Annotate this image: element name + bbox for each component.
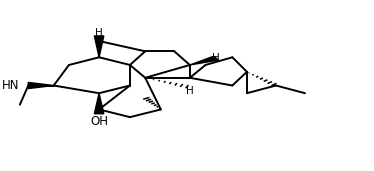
Polygon shape: [94, 93, 104, 114]
Text: H: H: [95, 28, 103, 38]
Polygon shape: [28, 82, 54, 89]
Polygon shape: [190, 56, 218, 65]
Text: HN: HN: [2, 79, 19, 92]
Text: OH: OH: [90, 115, 108, 128]
Text: H: H: [212, 53, 220, 63]
Text: H: H: [186, 87, 194, 96]
Polygon shape: [94, 36, 104, 57]
